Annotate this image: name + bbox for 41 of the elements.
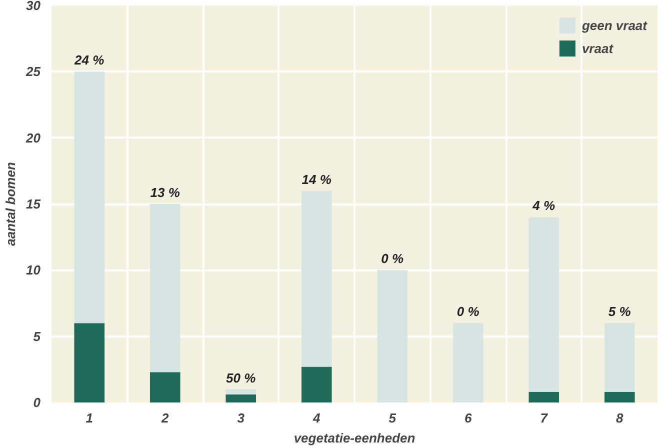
bar bbox=[301, 366, 332, 402]
bar bbox=[301, 190, 332, 367]
annotation: 4 % bbox=[532, 198, 556, 214]
bar bbox=[226, 389, 256, 395]
y-axis-title: aantal bomen bbox=[3, 162, 18, 246]
y-tick-label: 15 bbox=[26, 196, 42, 212]
y-tick-label: 20 bbox=[25, 130, 42, 146]
y-tick-label: 25 bbox=[25, 64, 42, 80]
y-tick-label: 5 bbox=[33, 328, 42, 344]
bar bbox=[604, 323, 635, 392]
annotation: 50 % bbox=[226, 370, 256, 386]
x-tick-label: 3 bbox=[237, 410, 246, 426]
x-tick-label: 1 bbox=[86, 410, 93, 426]
bar bbox=[528, 217, 560, 392]
bar bbox=[150, 204, 180, 372]
annotation: 13 % bbox=[150, 185, 180, 200]
bar bbox=[226, 394, 256, 402]
x-tick-label: 6 bbox=[464, 410, 473, 426]
bar bbox=[604, 392, 635, 402]
x-tick-label: 2 bbox=[160, 410, 170, 426]
y-tick-label: 0 bbox=[33, 395, 42, 410]
x-tick-label: 4 bbox=[312, 410, 322, 426]
legend-label: vraat bbox=[582, 40, 614, 56]
x-tick-label: 8 bbox=[616, 410, 624, 426]
annotation: 5 % bbox=[608, 304, 632, 320]
x-tick-label: 7 bbox=[540, 410, 548, 426]
annotation: 24 % bbox=[74, 52, 105, 68]
bar bbox=[74, 323, 105, 402]
y-tick-label: 10 bbox=[26, 262, 42, 278]
bar bbox=[150, 372, 180, 402]
annotation: 14 % bbox=[302, 172, 332, 187]
bar bbox=[74, 72, 105, 324]
x-axis-title: vegetatie-eenheden bbox=[294, 430, 416, 446]
legend-label: geen vraat bbox=[582, 18, 647, 32]
annotation: 0 % bbox=[381, 251, 404, 266]
bar bbox=[528, 392, 560, 402]
x-tick-label: 5 bbox=[388, 410, 397, 426]
annotation: 0 % bbox=[456, 304, 480, 320]
bar bbox=[452, 323, 484, 402]
bar bbox=[377, 270, 408, 402]
y-tick-label: 30 bbox=[26, 0, 42, 13]
